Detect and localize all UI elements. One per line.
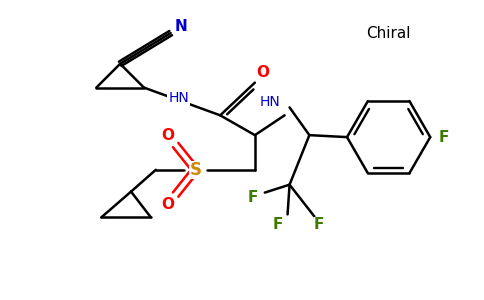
Text: O: O: [257, 65, 269, 80]
Text: O: O: [161, 128, 174, 142]
Text: HN: HN: [168, 92, 189, 106]
Text: HN: HN: [259, 95, 280, 110]
Text: HN: HN: [168, 92, 189, 106]
Text: F: F: [272, 217, 283, 232]
Text: HN: HN: [259, 95, 280, 110]
Text: F: F: [314, 217, 324, 232]
Text: F: F: [439, 130, 449, 145]
Text: N: N: [174, 19, 187, 34]
Text: Chiral: Chiral: [366, 26, 411, 40]
Text: F: F: [248, 190, 258, 205]
Text: O: O: [161, 197, 174, 212]
Text: S: S: [189, 161, 201, 179]
